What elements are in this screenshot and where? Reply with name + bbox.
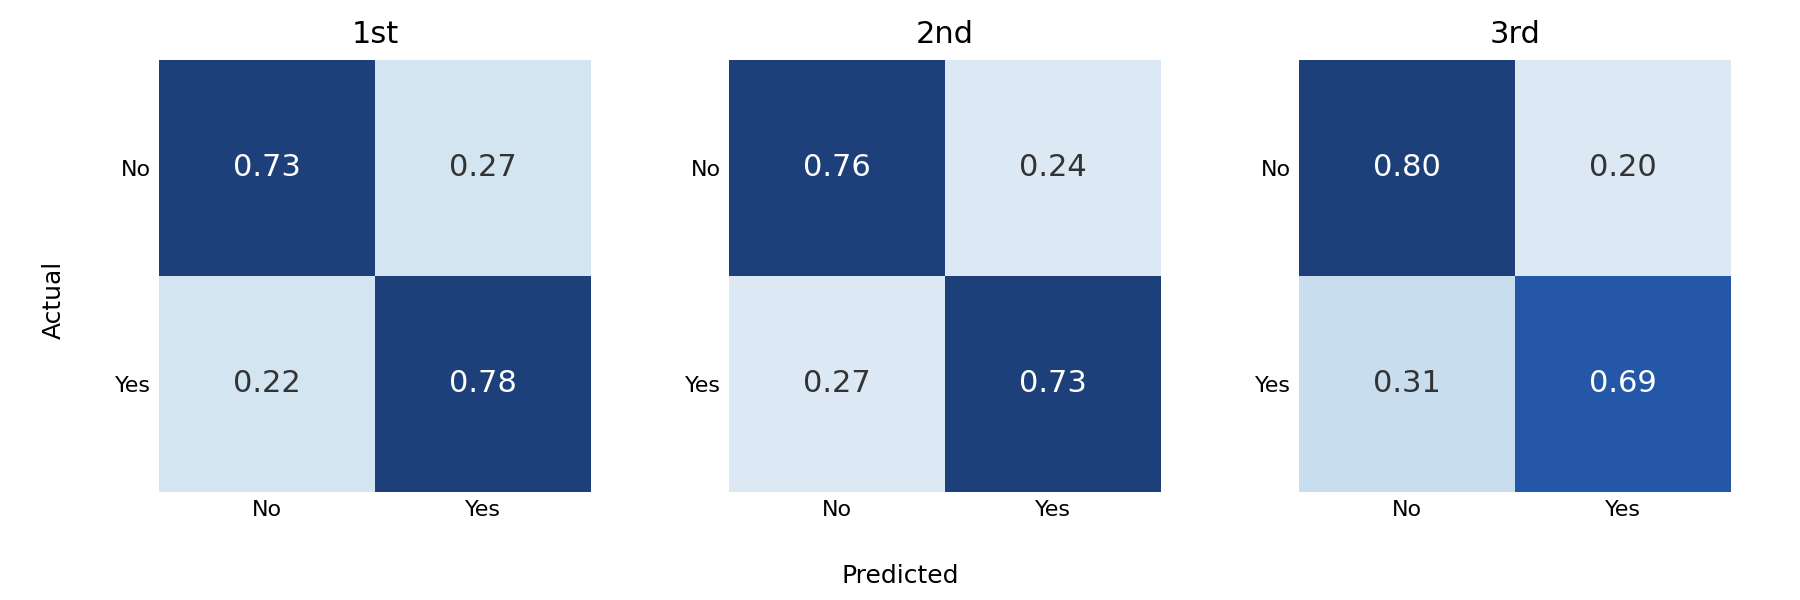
Bar <box>158 60 374 276</box>
Text: 0.69: 0.69 <box>1589 370 1656 398</box>
Text: Actual: Actual <box>41 261 67 339</box>
Bar <box>374 276 590 492</box>
Text: 0.22: 0.22 <box>234 370 301 398</box>
Text: 0.76: 0.76 <box>803 154 871 182</box>
Text: 0.31: 0.31 <box>1373 370 1442 398</box>
Text: 0.27: 0.27 <box>450 154 517 182</box>
Bar <box>158 276 374 492</box>
Bar <box>729 60 945 276</box>
Bar <box>374 60 590 276</box>
Bar <box>1516 276 1732 492</box>
Text: 0.73: 0.73 <box>1019 370 1087 398</box>
Bar <box>1300 60 1516 276</box>
Title: 1st: 1st <box>351 20 398 49</box>
Text: 0.27: 0.27 <box>803 370 871 398</box>
Title: 2nd: 2nd <box>916 20 974 49</box>
Text: 0.20: 0.20 <box>1589 154 1656 182</box>
Text: 0.80: 0.80 <box>1373 154 1442 182</box>
Text: 0.24: 0.24 <box>1019 154 1087 182</box>
Title: 3rd: 3rd <box>1490 20 1541 49</box>
Bar <box>1300 276 1516 492</box>
Bar <box>729 276 945 492</box>
Text: Predicted: Predicted <box>841 564 959 588</box>
Text: 0.73: 0.73 <box>232 154 301 182</box>
Bar <box>945 60 1161 276</box>
Text: 0.78: 0.78 <box>448 370 517 398</box>
Bar <box>1516 60 1732 276</box>
Bar <box>945 276 1161 492</box>
